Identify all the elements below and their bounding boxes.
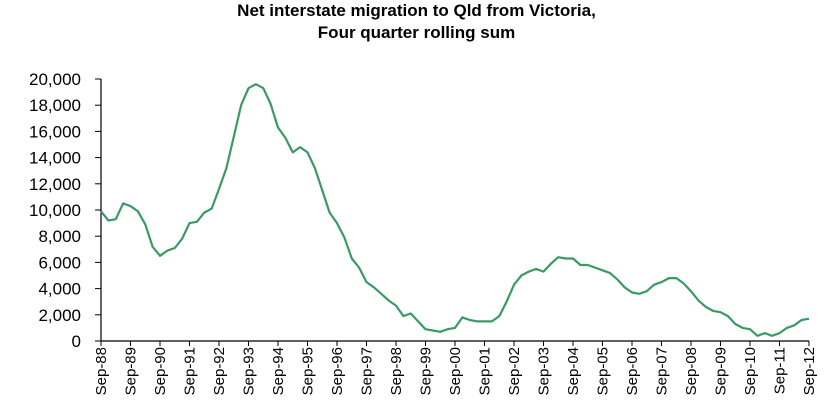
- x-tick-label: Sep-03: [536, 347, 553, 395]
- x-tick-label: Sep-07: [654, 347, 671, 395]
- y-tick-label: 16,000: [29, 122, 81, 141]
- y-axis-ticks: 0 2,000 4,000 6,000 8,000 10,000 12,000 14,000 1…: [29, 70, 101, 351]
- x-tick-label: Sep-09: [713, 347, 730, 395]
- chart-title-line: Net interstate migration to Qld from Vic…: [237, 1, 596, 20]
- x-tick-label: Sep-08: [683, 347, 700, 395]
- y-tick-label: 0: [72, 332, 81, 351]
- x-tick-label: Sep-97: [359, 347, 376, 395]
- x-tick-label: Sep-93: [241, 347, 258, 395]
- x-tick-label: Sep-88: [93, 347, 110, 395]
- x-tick-label: Sep-06: [624, 347, 641, 395]
- chart-subtitle-line: Four quarter rolling sum: [317, 23, 516, 42]
- x-tick-label: Sep-91: [182, 347, 199, 395]
- x-tick-label: Sep-00: [447, 347, 464, 395]
- series-line: [100, 83, 810, 337]
- x-tick-label: Sep-96: [329, 347, 346, 395]
- x-tick-label: Sep-90: [152, 347, 169, 395]
- y-tick-label: 14,000: [29, 149, 81, 168]
- chart-title: Net interstate migration to Qld from Vic…: [0, 0, 833, 44]
- y-tick-label: 18,000: [29, 96, 81, 115]
- y-tick-label: 20,000: [29, 70, 81, 89]
- y-tick-label: 2,000: [38, 306, 81, 325]
- x-tick-label: Sep-01: [477, 347, 494, 395]
- x-tick-label: Sep-94: [270, 347, 287, 395]
- y-tick-label: 12,000: [29, 175, 81, 194]
- x-tick-label: Sep-10: [742, 347, 759, 395]
- x-tick-label: Sep-98: [388, 347, 405, 395]
- x-tick-label: Sep-99: [418, 347, 435, 395]
- x-tick-label: Sep-11: [772, 347, 789, 394]
- y-tick-label: 4,000: [38, 280, 81, 299]
- axes: [100, 79, 809, 342]
- x-tick-label: Sep-02: [506, 347, 523, 395]
- x-tick-label: Sep-05: [595, 347, 612, 395]
- x-tick-label: Sep-12: [801, 347, 818, 395]
- y-tick-label: 8,000: [38, 227, 81, 246]
- series-group: [100, 83, 810, 337]
- x-tick-label: Sep-92: [211, 347, 228, 395]
- x-tick-label: Sep-95: [300, 347, 317, 395]
- x-tick-label: Sep-04: [565, 347, 582, 395]
- x-tick-label: Sep-89: [123, 347, 140, 395]
- y-tick-label: 6,000: [38, 253, 81, 272]
- x-axis-ticks: Sep-88 Sep-89 Sep-90 Sep-91 Sep-92 Sep-93 Sep-…: [93, 341, 818, 395]
- y-tick-label: 10,000: [29, 201, 81, 220]
